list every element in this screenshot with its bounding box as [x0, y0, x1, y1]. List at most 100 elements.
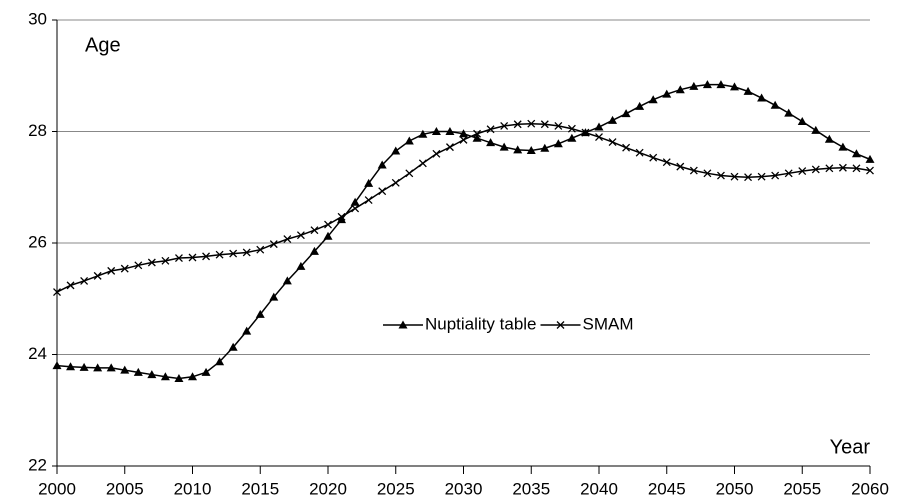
series-line [56, 83, 871, 380]
marker [66, 362, 76, 371]
marker [391, 178, 400, 187]
marker [120, 264, 129, 273]
marker [351, 204, 360, 213]
marker [337, 215, 347, 224]
marker [215, 250, 224, 259]
marker [202, 252, 211, 261]
marker [635, 148, 644, 157]
marker [635, 101, 645, 110]
marker [662, 158, 671, 167]
marker [418, 129, 428, 138]
marker [556, 321, 565, 329]
marker [662, 89, 672, 98]
marker [851, 149, 861, 158]
marker [486, 138, 496, 147]
marker [824, 134, 834, 143]
y-axis-label: Age [85, 34, 121, 56]
x-tick-label: 2040 [580, 479, 618, 498]
marker [188, 253, 197, 262]
marker [133, 367, 143, 376]
marker [811, 165, 820, 174]
marker [852, 164, 861, 173]
marker [282, 276, 292, 285]
marker [838, 142, 848, 151]
marker [80, 276, 89, 285]
marker [689, 166, 698, 175]
marker [702, 80, 712, 89]
x-tick-label: 2060 [851, 479, 889, 498]
marker [364, 178, 374, 187]
marker [242, 326, 252, 335]
marker [323, 231, 333, 240]
marker [486, 125, 495, 134]
x-tick-label: 2020 [309, 479, 347, 498]
marker [188, 372, 197, 381]
marker [432, 149, 441, 158]
marker [350, 197, 360, 206]
marker [866, 166, 874, 175]
marker [527, 119, 536, 128]
marker [52, 361, 62, 370]
marker [540, 120, 549, 129]
marker [324, 220, 332, 229]
marker [201, 367, 211, 376]
marker [242, 248, 251, 257]
x-tick-label: 2010 [174, 479, 212, 498]
y-tick-label: 30 [28, 9, 47, 28]
marker [404, 136, 414, 145]
x-tick-label: 2005 [106, 479, 144, 498]
marker [730, 82, 739, 91]
marker [743, 86, 753, 95]
marker [716, 80, 726, 89]
marker [540, 143, 550, 152]
marker [716, 171, 725, 180]
series-line [56, 122, 871, 293]
marker [865, 154, 875, 163]
marker [120, 365, 130, 374]
marker [744, 173, 753, 182]
marker [811, 125, 821, 134]
marker [499, 142, 509, 151]
marker [594, 122, 604, 131]
marker [703, 169, 712, 178]
marker [459, 135, 468, 144]
marker [798, 167, 807, 176]
marker [445, 127, 455, 135]
marker [147, 370, 157, 379]
marker [310, 226, 319, 235]
marker [730, 172, 739, 181]
marker [255, 309, 265, 318]
marker [838, 163, 847, 172]
marker [445, 143, 454, 152]
marker [459, 129, 468, 138]
marker [174, 254, 183, 263]
marker [134, 261, 143, 270]
marker [770, 100, 780, 109]
y-tick-label: 26 [28, 232, 47, 251]
marker [378, 187, 387, 196]
marker [418, 159, 427, 168]
legend-label: SMAM [583, 314, 634, 333]
marker [296, 261, 306, 270]
marker [228, 342, 238, 351]
marker [526, 145, 536, 154]
marker [473, 129, 482, 138]
marker [53, 288, 61, 297]
legend-label: Nuptiality table [425, 314, 537, 333]
marker [161, 256, 170, 265]
y-tick-label: 22 [28, 455, 47, 474]
marker [256, 245, 265, 254]
x-tick-label: 2035 [512, 479, 550, 498]
marker [93, 271, 102, 280]
marker [296, 231, 305, 240]
x-tick-label: 2030 [445, 479, 483, 498]
marker [472, 133, 482, 142]
marker [771, 171, 780, 180]
marker [757, 93, 767, 102]
y-tick-label: 24 [28, 344, 47, 363]
marker [757, 172, 766, 181]
marker [391, 146, 401, 155]
marker [825, 164, 834, 173]
marker [147, 258, 156, 267]
marker [622, 143, 631, 152]
